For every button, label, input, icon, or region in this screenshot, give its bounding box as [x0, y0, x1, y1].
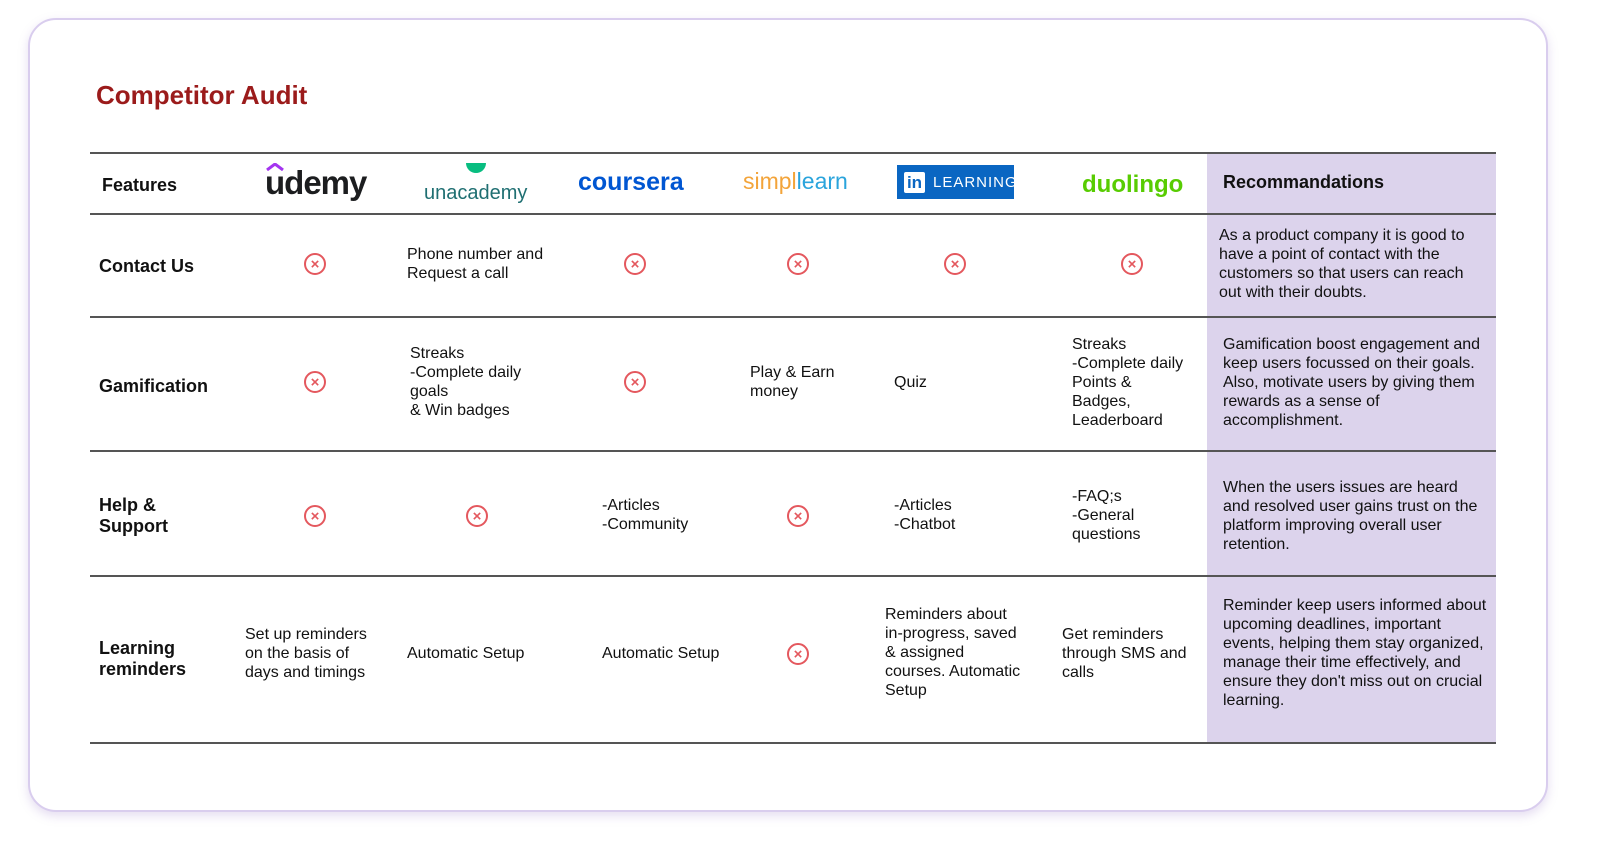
- udemy-logo: udemy: [265, 164, 367, 201]
- recommendation-gamification: Gamification boost engagement and keep u…: [1223, 336, 1481, 429]
- page-title: Competitor Audit: [96, 80, 308, 110]
- linkedin-learning-logo: in LEARNING: [897, 165, 1017, 199]
- not-available-icon: ×: [304, 253, 326, 275]
- not-available-icon: ×: [304, 371, 326, 393]
- feature-contact-us: Contact Us: [99, 256, 195, 276]
- recommendation-reminders: Reminder keep users informed about upcom…: [1223, 597, 1487, 709]
- cell-coursera-reminders: Automatic Setup: [602, 645, 720, 662]
- cell-duolingo-reminders: Get reminders through SMS and calls: [1062, 626, 1187, 681]
- cell-unacademy-gamification: Streaks -Complete daily goals & Win badg…: [410, 345, 522, 419]
- simplilearn-logo: simpllearn: [743, 168, 848, 195]
- recommendation-contact: As a product company it is good to have …: [1219, 227, 1465, 301]
- not-available-icon: ×: [787, 253, 809, 275]
- cell-coursera-help: -Articles -Community: [602, 497, 689, 533]
- cell-duolingo-help: -FAQ;s -General questions: [1072, 488, 1141, 543]
- cell-simplilearn-gamification: Play & Earn money: [750, 364, 835, 400]
- not-available-icon: ×: [1121, 253, 1143, 275]
- not-available-icon: ×: [944, 253, 966, 275]
- coursera-logo: coursera: [578, 168, 684, 196]
- not-available-icon: ×: [787, 643, 809, 665]
- not-available-icon: ×: [624, 371, 646, 393]
- row-divider: [90, 575, 1496, 577]
- cell-linkedin-help: -Articles -Chatbot: [894, 497, 956, 533]
- row-divider: [90, 450, 1496, 452]
- row-divider: [90, 316, 1496, 318]
- not-available-icon: ×: [787, 505, 809, 527]
- not-available-icon: ×: [304, 505, 326, 527]
- linkedin-learning-text: LEARNING: [933, 174, 1018, 191]
- udemy-logo-mark: [266, 163, 284, 171]
- not-available-icon: ×: [466, 505, 488, 527]
- cell-unacademy-contact: Phone number and Request a call: [407, 246, 544, 282]
- cell-unacademy-reminders: Automatic Setup: [407, 645, 525, 662]
- simplilearn-logo-part2: learn: [796, 168, 848, 194]
- features-header: Features: [102, 175, 178, 195]
- unacademy-logo: unacademy: [424, 182, 528, 204]
- feature-help-support: Help & Support: [99, 495, 168, 536]
- cell-duolingo-gamification: Streaks -Complete daily Points & Badges,…: [1072, 336, 1184, 429]
- feature-learning-reminders: Learning reminders: [99, 638, 187, 679]
- table-bottom-rule: [90, 742, 1496, 744]
- cell-linkedin-reminders: Reminders about in-progress, saved & ass…: [885, 606, 1021, 699]
- table-top-rule: [90, 152, 1496, 154]
- recommendations-header: Recommandations: [1223, 172, 1385, 192]
- recommendations-column-bg: [1207, 153, 1496, 742]
- duolingo-logo: duolingo: [1082, 171, 1184, 198]
- feature-gamification: Gamification: [99, 376, 209, 396]
- cell-udemy-reminders: Set up reminders on the basis of days an…: [245, 626, 367, 681]
- cell-linkedin-gamification: Quiz: [894, 374, 927, 391]
- header-divider: [90, 213, 1496, 215]
- simplilearn-logo-part1: simpl: [743, 168, 797, 194]
- recommendation-help: When the users issues are heard and reso…: [1223, 479, 1478, 553]
- unacademy-logo-mark: [466, 163, 486, 173]
- not-available-icon: ×: [624, 253, 646, 275]
- linkedin-in-icon: in: [904, 172, 925, 193]
